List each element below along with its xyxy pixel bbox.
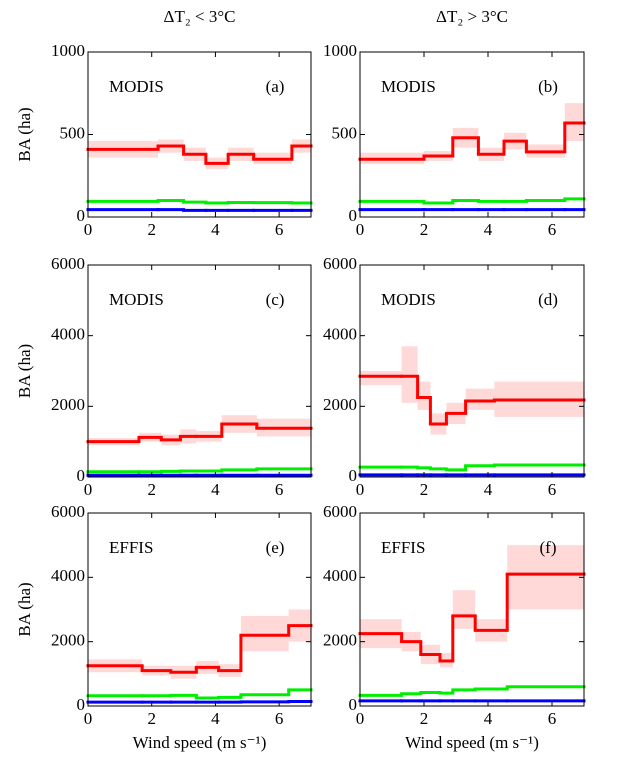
panel-annotation: EFFIS	[381, 538, 425, 557]
x-tick-label: 0	[84, 480, 93, 499]
plot-frame	[359, 264, 585, 478]
panel-annotation: MODIS	[381, 77, 436, 96]
x-axis-label: Wind speed (m s⁻¹)	[133, 733, 267, 752]
y-axis-label: BA (ha)	[15, 107, 34, 161]
y-tick-label: 4000	[323, 566, 357, 585]
x-tick-label: 0	[356, 480, 365, 499]
y-tick-label: 0	[77, 206, 86, 225]
y-tick-label: 4000	[323, 325, 357, 344]
x-tick-label: 4	[211, 220, 220, 239]
y-tick-label: 4000	[51, 325, 85, 344]
uncertainty-band	[360, 371, 402, 386]
panel-annotation: MODIS	[381, 290, 436, 309]
x-tick-label: 2	[420, 480, 429, 499]
y-tick-label: 6000	[51, 502, 85, 521]
panel-label: (b)	[538, 77, 558, 96]
column-title: ΔT₂ > 3°C	[436, 7, 508, 26]
y-tick-label: 6000	[323, 254, 357, 273]
y-tick-label: 0	[77, 695, 86, 714]
x-tick-label: 6	[548, 480, 557, 499]
panel-annotation: MODIS	[109, 77, 164, 96]
y-tick-label: 4000	[51, 566, 85, 585]
y-tick-label: 0	[349, 466, 358, 485]
x-tick-label: 2	[147, 709, 156, 728]
plot-frame	[359, 512, 585, 707]
x-tick-label: 0	[356, 709, 365, 728]
x-tick-label: 2	[147, 480, 156, 499]
x-tick-label: 6	[275, 709, 284, 728]
x-tick-label: 0	[84, 709, 93, 728]
y-tick-label: 500	[332, 123, 358, 142]
x-tick-label: 0	[356, 220, 365, 239]
y-tick-label: 2000	[323, 631, 357, 650]
y-tick-label: 2000	[51, 395, 85, 414]
x-tick-label: 6	[275, 220, 284, 239]
y-tick-label: 2000	[51, 631, 85, 650]
panel-label: (e)	[266, 538, 285, 557]
uncertainty-band	[452, 590, 476, 629]
y-axis-label: BA (ha)	[15, 344, 34, 398]
panel-label: (c)	[266, 290, 285, 309]
plot-frame	[87, 264, 312, 478]
x-tick-label: 4	[211, 709, 220, 728]
panel-label: (a)	[266, 77, 285, 96]
x-tick-label: 6	[548, 709, 557, 728]
panel-label: (f)	[540, 538, 557, 557]
x-tick-label: 6	[548, 220, 557, 239]
x-tick-label: 2	[147, 220, 156, 239]
uncertainty-band	[507, 545, 584, 610]
panel-annotation: EFFIS	[109, 538, 153, 557]
x-tick-label: 0	[84, 220, 93, 239]
uncertainty-band	[465, 388, 495, 410]
panel-annotation: MODIS	[109, 290, 164, 309]
x-tick-label: 6	[275, 480, 284, 499]
uncertainty-band	[417, 381, 431, 410]
x-tick-label: 4	[484, 709, 493, 728]
y-axis-label: BA (ha)	[15, 582, 34, 636]
x-tick-label: 2	[420, 709, 429, 728]
x-tick-label: 2	[420, 220, 429, 239]
x-tick-label: 4	[484, 220, 493, 239]
uncertainty-band	[401, 346, 418, 403]
y-tick-label: 0	[77, 466, 86, 485]
panel-label: (d)	[538, 290, 558, 309]
y-tick-label: 0	[349, 695, 358, 714]
x-axis-label: Wind speed (m s⁻¹)	[405, 733, 539, 752]
y-tick-label: 2000	[323, 395, 357, 414]
uncertainty-band	[240, 615, 289, 652]
y-tick-label: 1000	[323, 41, 357, 60]
y-tick-label: 500	[60, 123, 86, 142]
y-tick-label: 6000	[51, 254, 85, 273]
y-tick-label: 0	[349, 206, 358, 225]
column-title: ΔT₂ < 3°C	[164, 7, 236, 26]
y-tick-label: 1000	[51, 41, 85, 60]
y-tick-label: 6000	[323, 502, 357, 521]
plot-frame	[87, 512, 312, 707]
x-tick-label: 4	[484, 480, 493, 499]
x-tick-label: 4	[211, 480, 220, 499]
